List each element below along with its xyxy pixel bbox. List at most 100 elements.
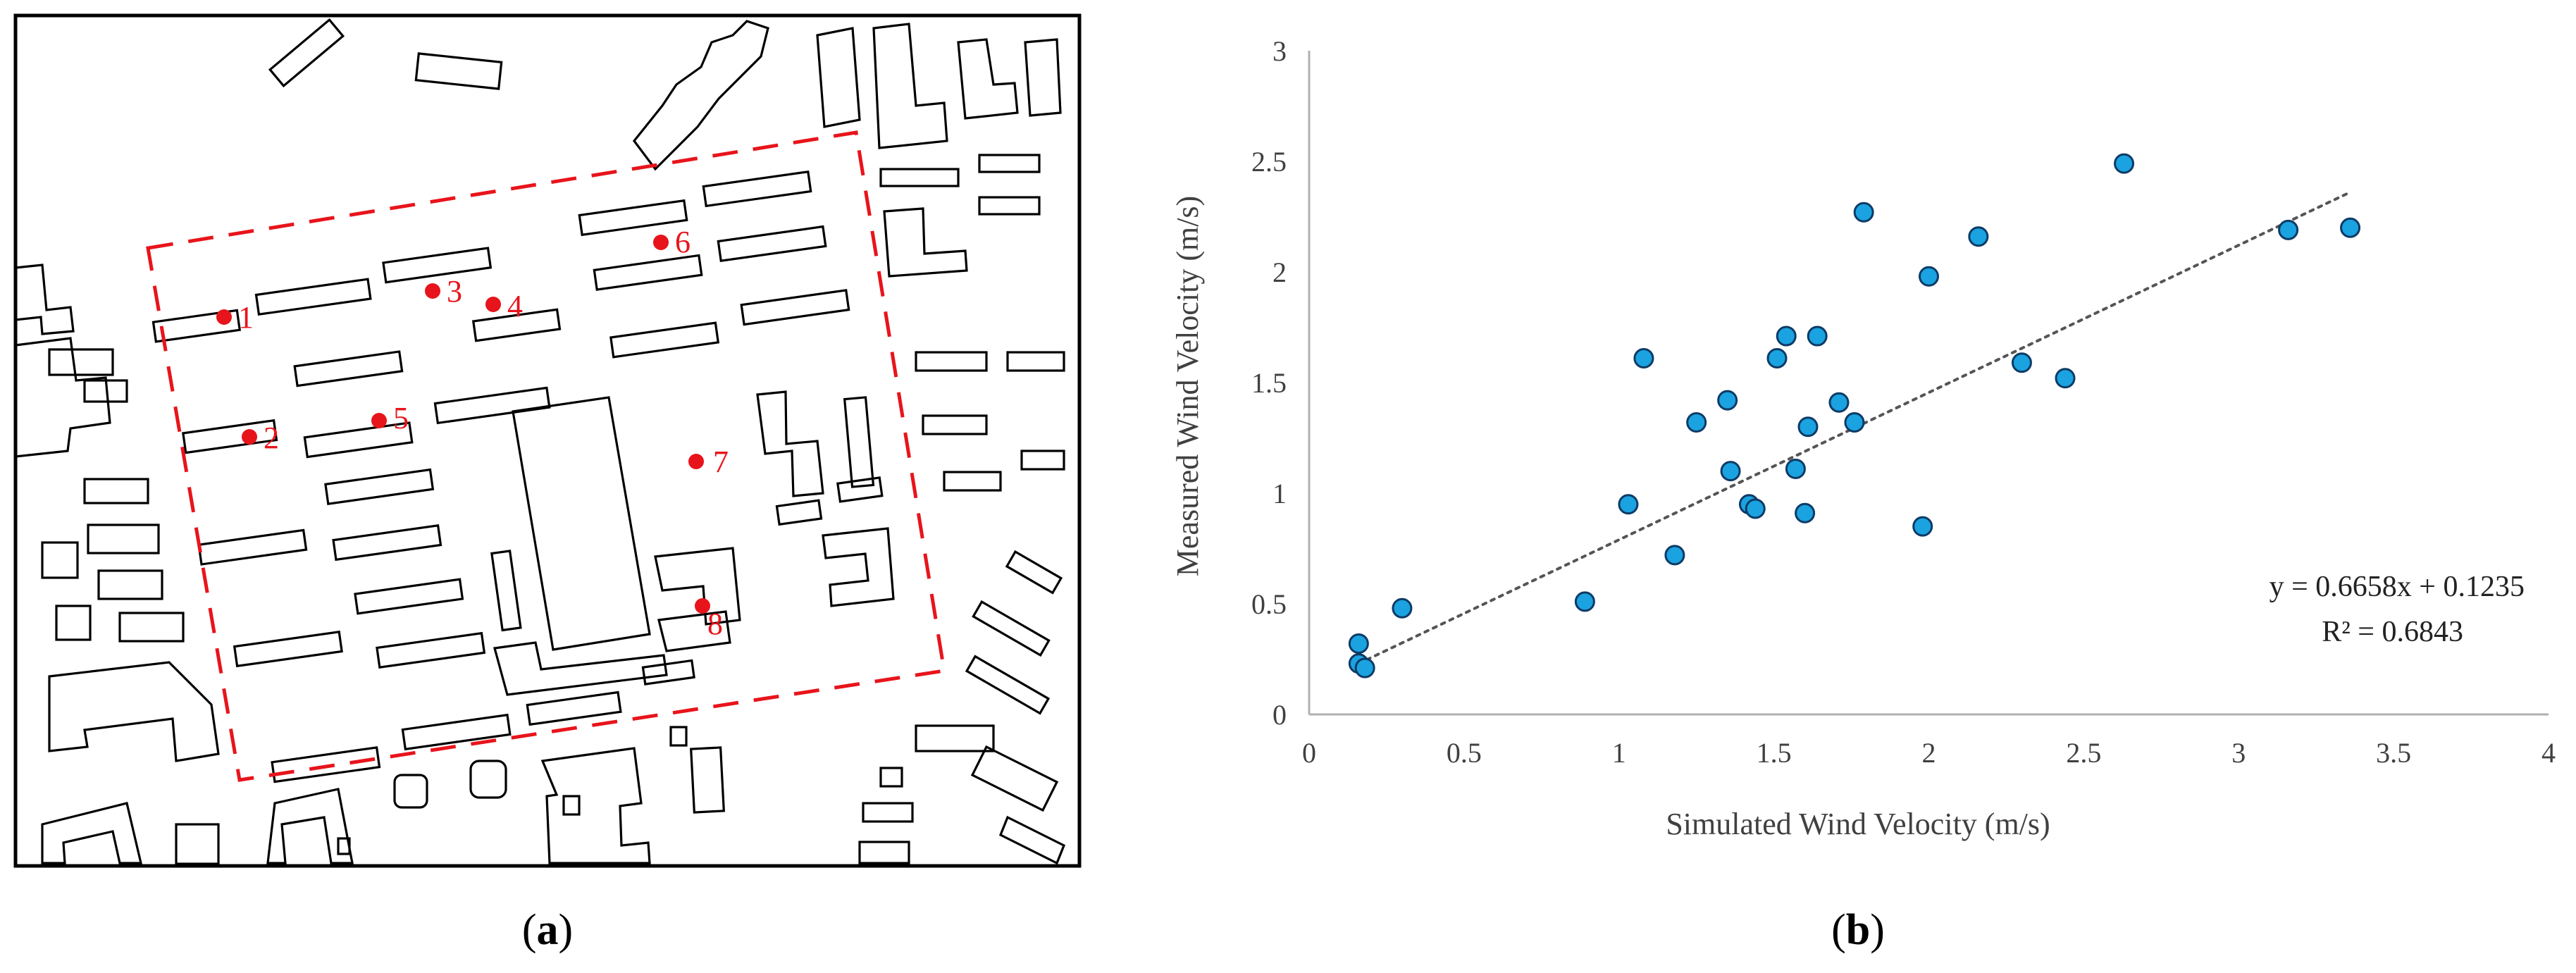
building (717, 225, 827, 263)
r-squared-label: R² = 0.6843 (2322, 616, 2463, 648)
y-tick-label: 2 (1272, 256, 1287, 288)
building (118, 612, 185, 643)
building (1005, 550, 1063, 595)
scatter-point (2055, 368, 2076, 389)
scatter-point (1797, 416, 1819, 438)
scatter-point (1664, 545, 1685, 566)
building (526, 690, 622, 726)
y-tick-label: 0 (1272, 699, 1287, 731)
measurement-point-8 (695, 598, 710, 614)
x-axis-title: Simulated Wind Velocity (m/s) (1666, 807, 2050, 841)
scatter-points (1348, 153, 2361, 678)
building (1006, 351, 1065, 372)
caption-letter: a (537, 906, 559, 954)
measurement-point-6 (653, 235, 669, 250)
caption-close-paren: ) (1870, 906, 1885, 954)
y-tick-label: 2.5 (1251, 146, 1287, 178)
building (872, 23, 948, 149)
building (756, 390, 824, 497)
scatter-point (1686, 412, 1707, 433)
building (48, 348, 114, 376)
building (41, 541, 79, 579)
measurement-point-3 (425, 283, 440, 299)
building (490, 550, 522, 632)
building (266, 788, 354, 864)
x-tick-label: 4 (2541, 737, 2556, 769)
building (83, 478, 149, 504)
building (354, 578, 464, 615)
study-area-boundary (146, 130, 946, 782)
building (493, 641, 668, 696)
scatter-point (1348, 633, 1369, 655)
building (175, 823, 220, 865)
caption-open-paren: ( (1831, 906, 1846, 954)
scatter-point (1717, 390, 1738, 411)
building (97, 569, 163, 600)
building (702, 170, 812, 208)
building (83, 379, 128, 403)
scatter-point (1795, 502, 1816, 523)
x-axis-ticks: 0 0.5 1 1.5 2 2.5 3 3.5 4 (1302, 737, 2556, 769)
x-tick-label: 3.5 (2376, 737, 2411, 769)
building (469, 760, 507, 799)
scatter-point (1633, 347, 1654, 368)
building (303, 421, 414, 459)
building (414, 52, 503, 90)
x-tick-label: 2.5 (2066, 737, 2101, 769)
scatter-point (1844, 412, 1865, 433)
building (337, 837, 351, 855)
building (562, 795, 581, 816)
y-axis-title: Measured Wind Velocity (m/s) (1170, 196, 1205, 576)
measurement-point-label-5: 5 (393, 401, 409, 435)
scatter-point (1968, 226, 1989, 247)
scatter-point (1574, 591, 1595, 612)
scatter-point (1807, 326, 1828, 347)
building (915, 724, 995, 752)
building (970, 745, 1059, 812)
y-tick-label: 3 (1272, 35, 1287, 67)
building (41, 802, 143, 864)
scatter-point (1828, 392, 1850, 413)
building (879, 767, 903, 788)
scatter-point (1785, 458, 1806, 479)
central-block (512, 396, 651, 651)
scatter-point (2278, 219, 2299, 240)
building (332, 523, 442, 562)
building (862, 802, 914, 823)
measurement-point-label-2: 2 (264, 421, 279, 455)
building (943, 471, 1002, 492)
caption-letter: b (1846, 906, 1870, 954)
measurement-point-5 (371, 413, 387, 428)
x-tick-label: 0 (1302, 737, 1316, 769)
building (578, 199, 688, 237)
building (254, 278, 372, 316)
building (689, 746, 726, 814)
scatter-point (2011, 352, 2032, 373)
measurement-points: 1 2 3 4 5 6 7 8 (216, 225, 729, 641)
building (657, 610, 731, 652)
building (922, 414, 988, 435)
panel-b-caption: (b) (1831, 906, 1885, 954)
measurement-point-label-8: 8 (707, 607, 723, 641)
measurement-point-label-7: 7 (713, 445, 729, 479)
building (382, 247, 493, 284)
building (836, 476, 884, 503)
building (858, 841, 910, 864)
building (271, 746, 381, 783)
building (55, 605, 92, 641)
panel-a-caption: (a) (522, 906, 573, 954)
building (998, 815, 1066, 865)
building (197, 528, 308, 566)
measurement-point-label-4: 4 (507, 289, 523, 323)
building (393, 774, 428, 809)
building (775, 499, 823, 526)
measurement-point-4 (485, 297, 501, 312)
building (879, 168, 960, 187)
caption-close-paren: ) (559, 906, 574, 954)
measurement-point-label-3: 3 (447, 274, 462, 309)
scatter-chart-panel: 0 0.5 1 1.5 2 2.5 3 3.5 4 0 0.5 1 1.5 2 2.5 3 Simulate… (1170, 35, 2556, 954)
building (433, 386, 551, 425)
building (593, 254, 703, 291)
